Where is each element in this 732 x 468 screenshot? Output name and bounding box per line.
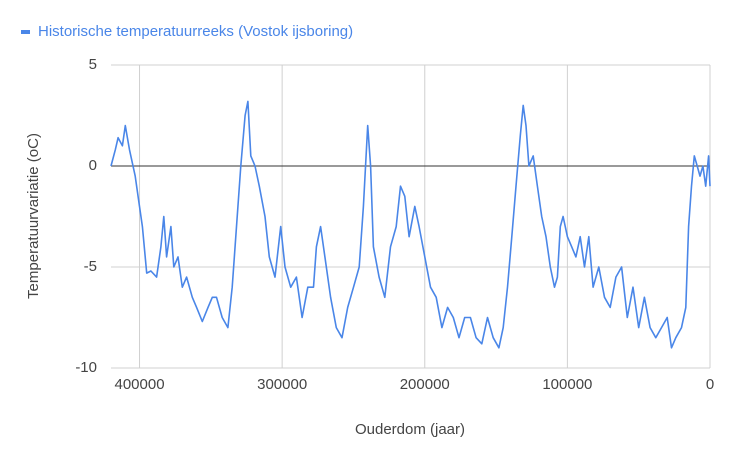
x-tick-label: 100000 (542, 376, 592, 393)
series-line (110, 100, 711, 349)
x-axis-title: Ouderdom (jaar) (355, 421, 465, 438)
x-tick-label: 200000 (400, 376, 450, 393)
y-tick-label: -5 (84, 258, 97, 275)
y-axis-title: Temperatuurvariatie (oC) (25, 133, 42, 299)
legend-swatch (21, 30, 30, 34)
y-tick-label: 0 (89, 157, 97, 174)
x-tick-label: 400000 (114, 376, 164, 393)
x-tick-label: 300000 (257, 376, 307, 393)
x-tick-label: 0 (706, 376, 714, 393)
y-tick-label: 5 (89, 56, 97, 73)
legend-label: Historische temperatuurreeks (Vostok ijs… (38, 23, 353, 40)
y-tick-label: -10 (75, 359, 97, 376)
